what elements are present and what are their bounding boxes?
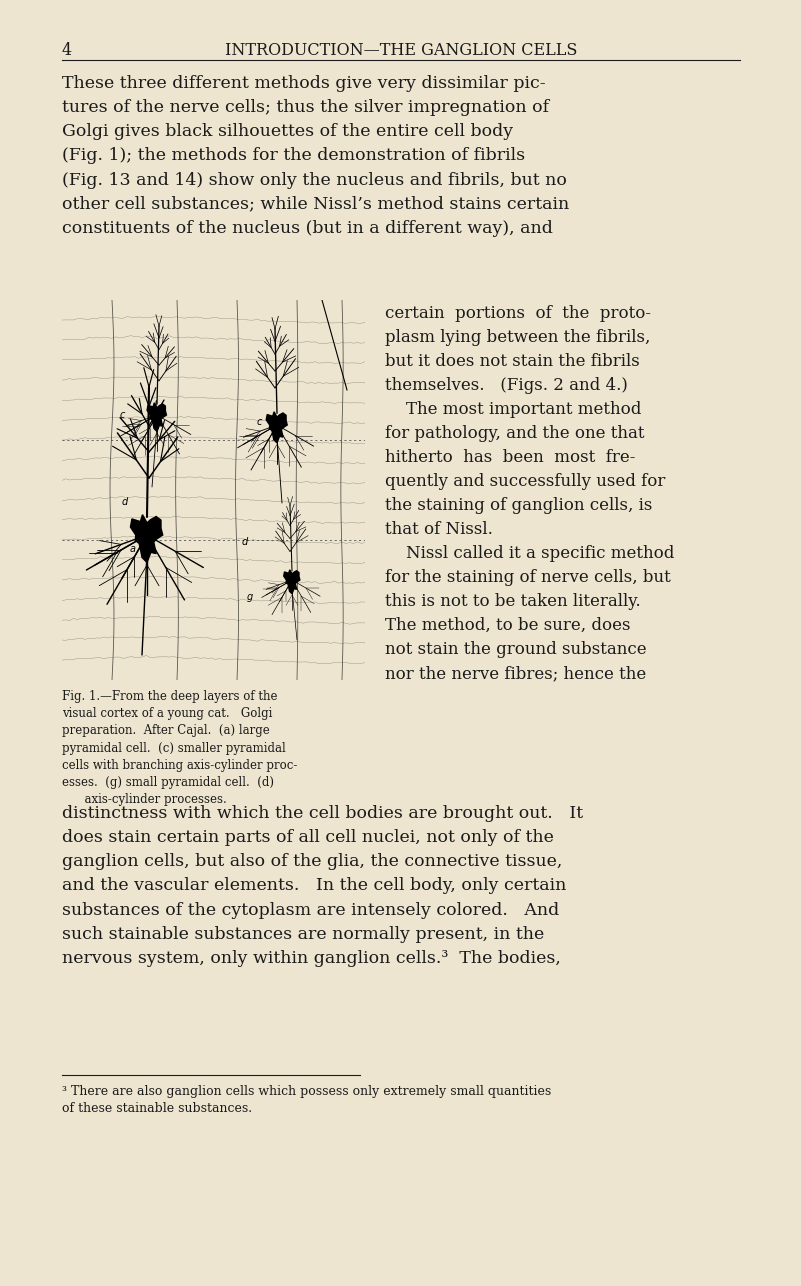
Text: certain  portions  of  the  proto-
plasm lying between the fibrils,
but it does : certain portions of the proto- plasm lyi… (385, 305, 674, 683)
Polygon shape (266, 412, 288, 442)
Text: These three different methods give very dissimilar pic-
tures of the nerve cells: These three different methods give very … (62, 75, 570, 237)
Text: distinctness with which the cell bodies are brought out.   It
does stain certain: distinctness with which the cell bodies … (62, 805, 583, 967)
Text: g: g (247, 592, 253, 602)
Text: INTRODUCTION—THE GANGLION CELLS: INTRODUCTION—THE GANGLION CELLS (225, 42, 578, 59)
Text: 4: 4 (62, 42, 72, 59)
Polygon shape (131, 514, 163, 562)
Polygon shape (147, 403, 167, 432)
Polygon shape (284, 570, 300, 594)
Text: c: c (257, 417, 263, 427)
Text: d: d (122, 496, 128, 507)
Text: Fig. 1.—From the deep layers of the
visual cortex of a young cat.   Golgi
prepar: Fig. 1.—From the deep layers of the visu… (62, 691, 297, 806)
Text: d: d (242, 538, 248, 547)
Text: c: c (120, 410, 126, 421)
Text: a: a (130, 544, 136, 554)
Text: ³ There are also ganglion cells which possess only extremely small quantities
of: ³ There are also ganglion cells which po… (62, 1085, 551, 1115)
